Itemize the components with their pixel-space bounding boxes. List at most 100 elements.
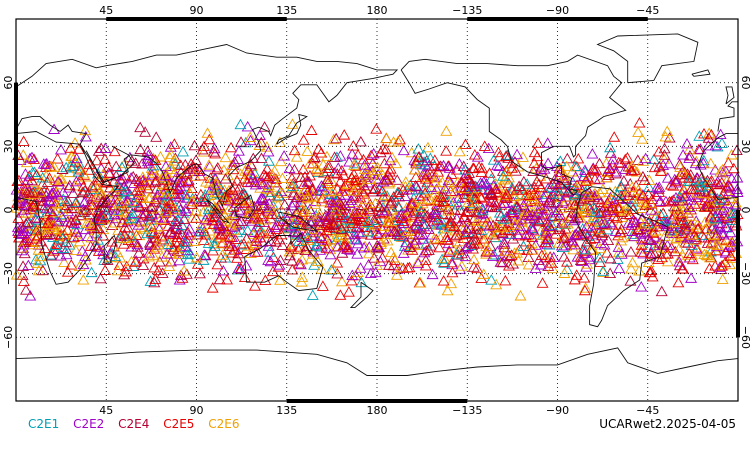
occultation-marker bbox=[250, 174, 263, 186]
occultation-marker bbox=[178, 265, 191, 276]
occultation-marker bbox=[44, 195, 57, 207]
occultation-marker bbox=[97, 244, 110, 256]
occultation-marker bbox=[206, 282, 219, 293]
occultation-marker bbox=[578, 284, 591, 296]
occultation-marker bbox=[190, 251, 203, 263]
occultation-marker bbox=[149, 154, 162, 165]
occultation-marker bbox=[297, 219, 310, 231]
occultation-marker bbox=[188, 235, 201, 246]
occultation-marker bbox=[227, 217, 240, 228]
occultation-marker bbox=[219, 151, 232, 163]
occultation-marker bbox=[272, 189, 285, 201]
occultation-marker bbox=[370, 227, 383, 238]
occultation-marker bbox=[118, 186, 131, 198]
occultation-marker bbox=[129, 157, 142, 168]
occultation-marker bbox=[503, 224, 516, 236]
occultation-marker bbox=[358, 159, 371, 170]
occultation-marker bbox=[215, 237, 228, 249]
occultation-marker bbox=[410, 219, 423, 231]
occultation-marker bbox=[484, 227, 497, 238]
right-lat-label: 30 bbox=[739, 139, 750, 153]
occultation-marker bbox=[606, 218, 619, 230]
occultation-marker bbox=[704, 176, 717, 187]
occultation-marker bbox=[517, 199, 530, 210]
occultation-marker bbox=[207, 146, 220, 157]
occultation-marker bbox=[534, 163, 547, 175]
occultation-marker bbox=[530, 175, 543, 187]
occultation-marker bbox=[263, 197, 276, 209]
occultation-marker bbox=[726, 240, 739, 251]
occultation-marker bbox=[723, 241, 736, 252]
occultation-marker bbox=[210, 176, 223, 187]
occultation-marker bbox=[513, 243, 526, 255]
occultation-marker bbox=[17, 275, 30, 286]
occultation-marker bbox=[688, 198, 701, 209]
occultation-marker bbox=[514, 220, 527, 231]
occultation-marker bbox=[543, 194, 556, 205]
occultation-marker bbox=[470, 215, 483, 226]
occultation-marker bbox=[212, 231, 225, 243]
occultation-marker bbox=[301, 234, 314, 245]
occultation-marker bbox=[521, 206, 534, 217]
occultation-marker bbox=[253, 129, 266, 141]
occultation-marker bbox=[46, 187, 58, 198]
occultation-marker bbox=[255, 176, 268, 188]
legend-item-c2e4: C2E4 bbox=[118, 417, 150, 431]
occultation-marker bbox=[290, 191, 303, 203]
occultation-marker bbox=[239, 136, 252, 148]
occultation-marker bbox=[217, 264, 230, 276]
occultation-marker bbox=[306, 190, 319, 202]
occultation-marker bbox=[673, 224, 686, 235]
occultation-marker bbox=[656, 238, 669, 250]
occultation-marker bbox=[487, 154, 500, 165]
occultation-marker bbox=[642, 233, 655, 244]
occultation-marker bbox=[15, 242, 28, 253]
occultation-marker bbox=[381, 228, 394, 239]
occultation-marker bbox=[35, 187, 48, 198]
occultation-marker bbox=[329, 205, 342, 216]
occultation-marker bbox=[455, 221, 468, 233]
occultation-marker bbox=[378, 157, 391, 169]
occultation-marker bbox=[47, 186, 60, 198]
occultation-marker bbox=[512, 254, 525, 266]
left-lat-label: −30 bbox=[2, 262, 15, 285]
occultation-marker bbox=[419, 254, 432, 265]
occultation-marker bbox=[182, 175, 195, 186]
occultation-marker bbox=[88, 222, 101, 234]
occultation-marker bbox=[461, 184, 474, 195]
occultation-marker bbox=[475, 162, 488, 173]
occultation-marker bbox=[85, 231, 98, 243]
occultation-marker bbox=[235, 136, 248, 147]
occultation-marker bbox=[625, 263, 638, 274]
occultation-marker bbox=[254, 231, 267, 243]
occultation-marker bbox=[387, 259, 400, 271]
occultation-marker bbox=[47, 208, 60, 220]
occultation-marker bbox=[397, 144, 410, 156]
occultation-marker bbox=[437, 191, 450, 202]
occultation-marker bbox=[572, 152, 585, 164]
occultation-marker bbox=[528, 157, 541, 168]
occultation-marker bbox=[388, 225, 401, 237]
occultation-marker bbox=[361, 221, 374, 232]
occultation-marker bbox=[167, 228, 180, 240]
occultation-marker bbox=[189, 204, 202, 216]
occultation-marker bbox=[631, 224, 644, 235]
occultation-marker bbox=[125, 240, 138, 252]
occultation-marker bbox=[466, 197, 479, 209]
occultation-marker bbox=[532, 200, 545, 212]
occultation-marker bbox=[288, 196, 301, 208]
occultation-marker bbox=[426, 268, 439, 280]
occultation-marker bbox=[685, 239, 698, 250]
occultation-marker bbox=[288, 163, 301, 175]
occultation-marker bbox=[471, 151, 484, 162]
occultation-marker bbox=[486, 250, 499, 262]
occultation-marker bbox=[228, 156, 241, 167]
occultation-marker bbox=[216, 249, 229, 260]
occultation-marker bbox=[85, 220, 98, 232]
occultation-marker bbox=[244, 134, 257, 146]
occultation-marker bbox=[538, 163, 551, 174]
occultation-marker bbox=[266, 265, 279, 277]
occultation-marker bbox=[449, 230, 462, 242]
occultation-marker bbox=[268, 165, 281, 176]
occultation-marker bbox=[507, 190, 520, 201]
